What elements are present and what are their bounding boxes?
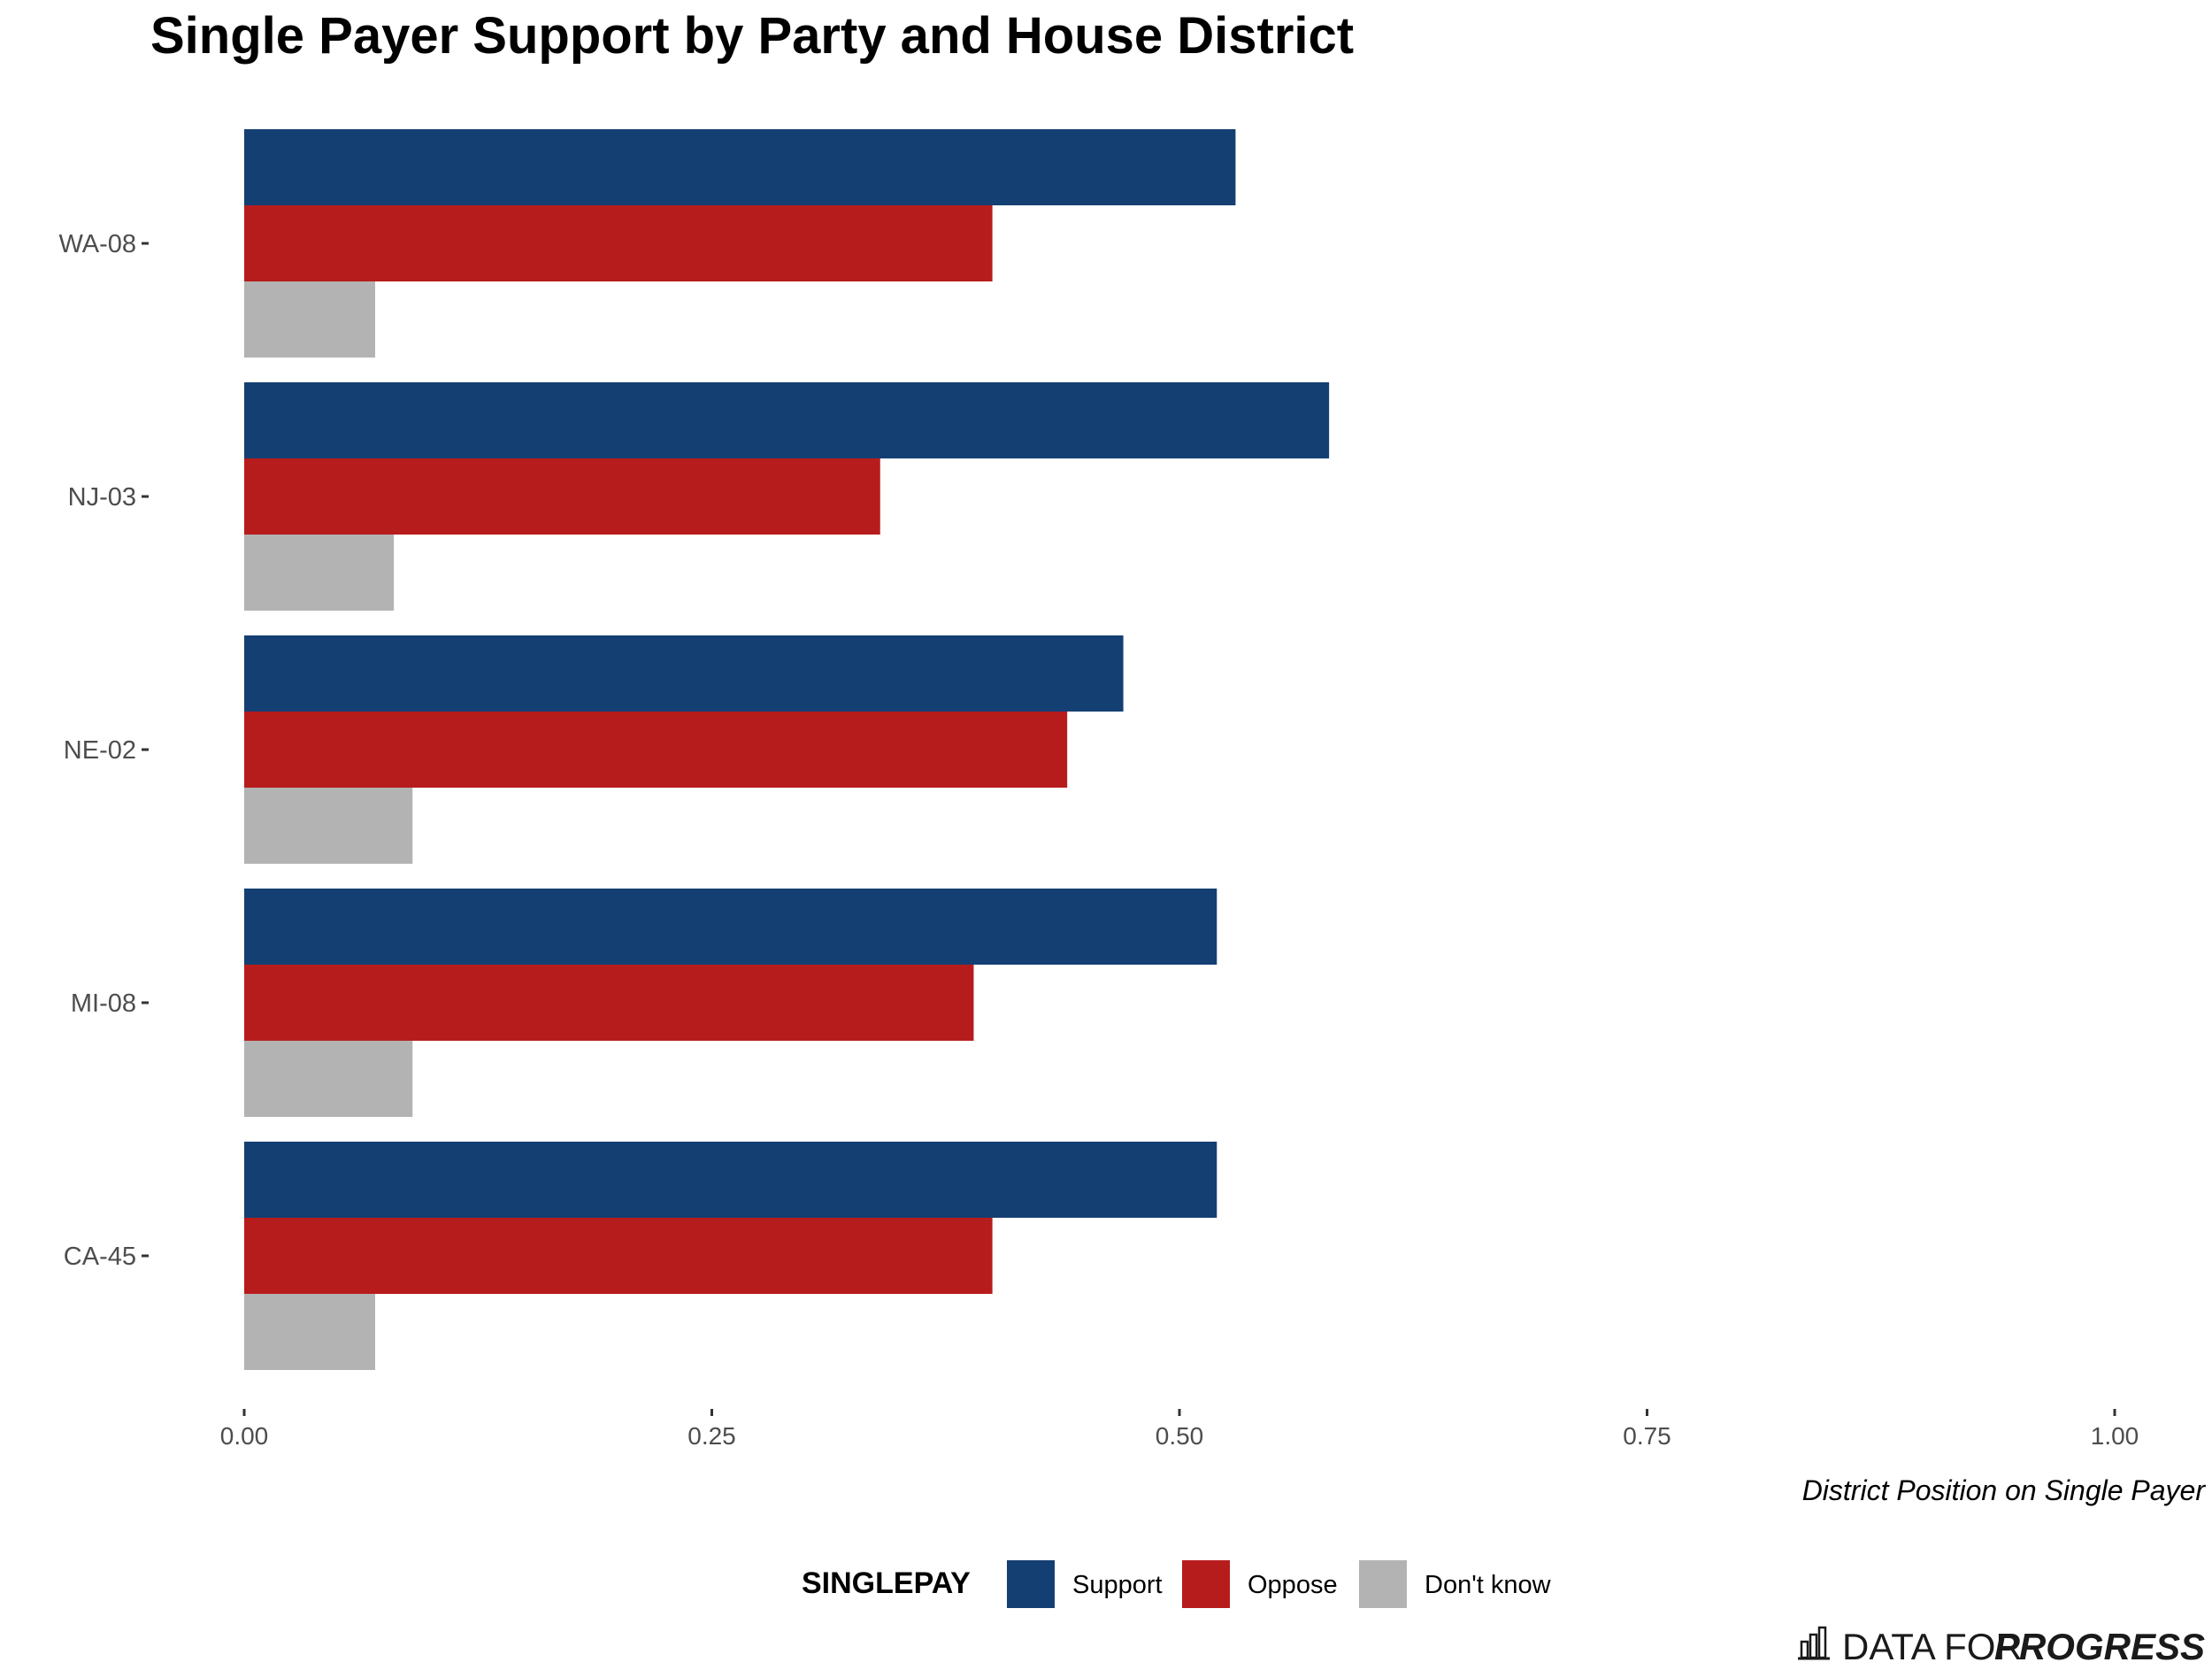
chart-title: Single Payer Support by Party and House … (150, 7, 1354, 65)
y-axis: WA-08 NJ-03 NE-02 MI-08 CA-45 (58, 230, 149, 1271)
bar-mi-08-support (244, 889, 1217, 965)
brand-text-bold: PROGRESS (1994, 1626, 2205, 1667)
x-tick-label: 0.00 (220, 1422, 269, 1450)
bar-ca-45-oppose (244, 1218, 993, 1294)
legend-label: Don't know (1425, 1571, 1552, 1599)
logo-bar-mark (1800, 1640, 1809, 1659)
bar-ca-45-don-t-know (244, 1294, 375, 1370)
logo-bar-mark (1817, 1626, 1827, 1659)
y-tick-label: WA-08 (58, 230, 136, 258)
bar-ca-45-support (244, 1142, 1217, 1218)
x-axis-title: District Position on Single Payer (1802, 1474, 2207, 1506)
bar-wa-08-don-t-know (244, 281, 375, 358)
legend-swatch-oppose (1182, 1560, 1230, 1608)
legend: SINGLEPAY Support Oppose Don't know (802, 1560, 1552, 1608)
bar-nj-03-don-t-know (244, 535, 395, 611)
bars-layer (244, 129, 1330, 1370)
bar-wa-08-oppose (244, 205, 993, 281)
bar-ne-02-oppose (244, 712, 1068, 788)
bar-mi-08-oppose (244, 965, 974, 1041)
legend-title: SINGLEPAY (802, 1566, 971, 1600)
bar-chart-logo-icon (1798, 1626, 1830, 1660)
x-axis: 0.00 0.25 0.50 0.75 1.00 (220, 1409, 2139, 1450)
x-tick-label: 0.25 (687, 1422, 736, 1450)
y-tick-label: NE-02 (64, 736, 136, 765)
x-tick-label: 0.75 (1623, 1422, 1671, 1450)
brand-text-light: DATA FOR (1842, 1626, 2023, 1667)
x-tick-label: 0.50 (1156, 1422, 1204, 1450)
y-tick-label: MI-08 (71, 989, 136, 1018)
y-tick-label: NJ-03 (68, 483, 136, 512)
legend-label: Oppose (1248, 1571, 1338, 1599)
legend-swatch-don-t-know (1359, 1560, 1407, 1608)
bar-mi-08-don-t-know (244, 1041, 413, 1117)
legend-swatch-support (1007, 1560, 1055, 1608)
legend-label: Support (1072, 1571, 1163, 1599)
y-tick-label: CA-45 (64, 1243, 136, 1271)
logo-bar-mark (1809, 1633, 1818, 1659)
bar-ne-02-support (244, 635, 1124, 712)
bar-nj-03-oppose (244, 458, 880, 535)
x-tick-label: 1.00 (2091, 1422, 2139, 1450)
bar-nj-03-support (244, 382, 1330, 458)
bar-ne-02-don-t-know (244, 788, 413, 864)
bar-wa-08-support (244, 129, 1236, 205)
